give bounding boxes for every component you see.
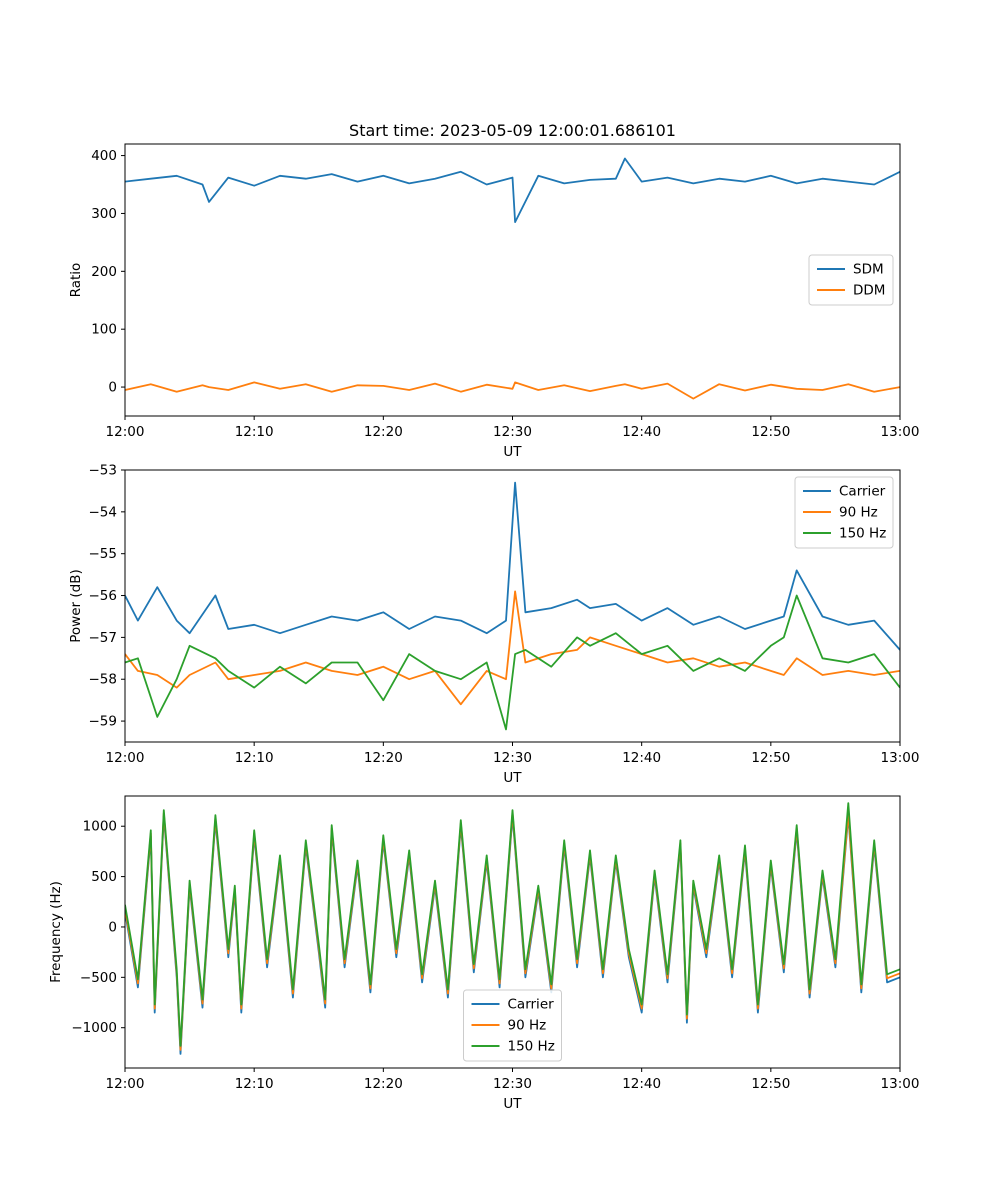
x-tick-label: 12:30 <box>493 750 532 766</box>
y-tick-label: 500 <box>91 869 117 885</box>
y-tick-label: −58 <box>89 672 118 688</box>
series-line-sdm <box>125 157 900 224</box>
x-axis-label: UT <box>503 770 522 786</box>
x-tick-label: 12:50 <box>751 424 790 440</box>
series-line-150-hz <box>125 802 900 1047</box>
y-tick-label: 1000 <box>83 819 117 835</box>
legend-entry: DDM <box>853 283 885 299</box>
x-tick-label: 12:40 <box>622 750 661 766</box>
series-line-150-hz <box>125 594 900 731</box>
y-tick-label: −54 <box>89 504 118 520</box>
y-tick-label: 0 <box>108 919 117 935</box>
legend-entry: Carrier <box>508 997 555 1013</box>
y-axis-label: Ratio <box>68 263 84 298</box>
legend-box <box>794 476 894 549</box>
x-tick-label: 12:10 <box>235 1076 274 1092</box>
series-line-90-hz <box>125 590 900 706</box>
legend-box <box>808 254 894 306</box>
legend: Carrier 90 Hz 150 Hz <box>794 476 894 549</box>
x-tick-label: 12:40 <box>622 1076 661 1092</box>
y-tick-label: −57 <box>89 630 118 646</box>
x-tick-label: 12:30 <box>493 424 532 440</box>
subplot-2: 12:00 12:10 12:20 12:30 12:40 12:50 13:00 −59 −5… <box>68 463 919 787</box>
legend-entry: Carrier <box>839 484 886 500</box>
x-axis-label: UT <box>503 1096 522 1112</box>
legend-entry: 150 Hz <box>839 526 886 542</box>
legend: SDM DDM <box>808 254 894 306</box>
x-tick-label: 12:30 <box>493 1076 532 1092</box>
x-tick-label: 12:00 <box>106 424 145 440</box>
x-tick-label: 12:50 <box>751 750 790 766</box>
y-tick-label: −55 <box>89 546 118 562</box>
legend-box <box>463 989 562 1062</box>
subplot-1: 12:00 12:10 12:20 12:30 12:40 12:50 13:00 0 100 2… <box>68 121 919 460</box>
x-tick-label: 12:00 <box>106 750 145 766</box>
legend-entry: SDM <box>853 262 884 278</box>
x-axis-label: UT <box>503 444 522 460</box>
legend: Carrier 90 Hz 150 Hz <box>463 989 562 1062</box>
y-tick-label: −59 <box>89 714 118 730</box>
y-tick-label: 200 <box>91 264 117 280</box>
series-line-ddm <box>125 381 900 400</box>
y-tick-label: −56 <box>89 588 118 604</box>
x-tick-label: 12:10 <box>235 750 274 766</box>
y-tick-label: 100 <box>91 322 117 338</box>
y-axis-label: Frequency (Hz) <box>48 881 64 983</box>
y-tick-label: −1000 <box>71 1020 117 1036</box>
x-tick-label: 12:40 <box>622 424 661 440</box>
x-tick-label: 13:00 <box>881 1076 920 1092</box>
y-tick-label: 300 <box>91 206 117 222</box>
x-tick-label: 12:50 <box>751 1076 790 1092</box>
legend-entry: 150 Hz <box>508 1039 555 1055</box>
subplot-3: 12:00 12:10 12:20 12:30 12:40 12:50 13:00 −1000… <box>48 795 920 1112</box>
legend-entry: 90 Hz <box>839 505 878 521</box>
y-tick-label: −53 <box>89 463 118 479</box>
x-tick-label: 13:00 <box>881 750 920 766</box>
y-axis-label: Power (dB) <box>68 569 84 642</box>
x-tick-label: 12:10 <box>235 424 274 440</box>
y-tick-label: 400 <box>91 148 117 164</box>
series-line-carrier <box>125 481 900 651</box>
x-tick-label: 12:20 <box>364 1076 403 1092</box>
y-tick-label: 0 <box>108 380 117 396</box>
y-tick-label: −500 <box>80 970 117 986</box>
x-tick-label: 13:00 <box>881 424 920 440</box>
legend-entry: 90 Hz <box>508 1018 547 1034</box>
chart-title: Start time: 2023-05-09 12:00:01.686101 <box>349 121 676 140</box>
x-tick-label: 12:00 <box>106 1076 145 1092</box>
x-tick-label: 12:20 <box>364 750 403 766</box>
x-tick-label: 12:20 <box>364 424 403 440</box>
